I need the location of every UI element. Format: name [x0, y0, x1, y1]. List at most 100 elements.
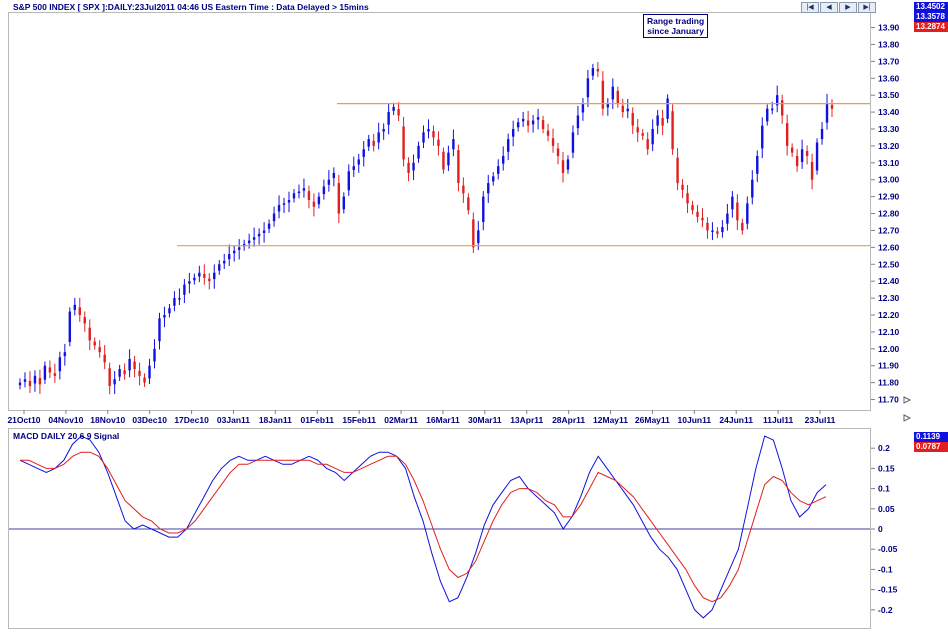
- candle: [297, 184, 301, 199]
- candle: [213, 264, 216, 289]
- macd-title: MACD DAILY 20 6 9 Signal: [13, 431, 120, 441]
- candle: [452, 129, 455, 157]
- candle: [576, 105, 580, 136]
- candle: [312, 193, 316, 217]
- candle: [676, 148, 679, 191]
- candle: [38, 369, 42, 394]
- prev-page-button[interactable]: ◀: [820, 2, 838, 13]
- macd-tick-label: 0: [878, 524, 883, 534]
- candle: [397, 102, 400, 122]
- date-tick-label: 03Dec10: [132, 415, 167, 425]
- candle: [751, 170, 754, 205]
- candle: [631, 107, 634, 134]
- candle: [357, 153, 360, 173]
- candle: [511, 120, 515, 147]
- candle: [536, 108, 540, 130]
- candle: [666, 94, 669, 124]
- macd-tick-label: -0.2: [878, 605, 893, 615]
- candle: [342, 192, 346, 214]
- price-tick-label: 13.00: [878, 175, 900, 185]
- candle: [237, 239, 241, 260]
- candle: [53, 363, 57, 383]
- candle: [63, 343, 67, 366]
- candle: [28, 371, 32, 393]
- candle: [815, 138, 819, 175]
- macd-badge-2: 0.0787: [914, 442, 948, 452]
- candle: [546, 123, 550, 142]
- candle: [462, 177, 465, 203]
- candle: [457, 144, 460, 192]
- macd-lines: [19, 435, 827, 619]
- candle: [148, 358, 151, 384]
- candle: [442, 147, 445, 174]
- date-tick-label: 28Apr11: [552, 415, 585, 425]
- candle: [183, 278, 186, 303]
- candle: [203, 264, 206, 285]
- price-axis: 13.90 13.80 13.70 13.60 13.50 13.40 13.30 13.20…: [871, 23, 900, 405]
- candle: [118, 364, 121, 381]
- candle: [482, 191, 485, 231]
- signal-line: [20, 451, 827, 603]
- candle: [68, 307, 72, 347]
- candle: [790, 143, 794, 157]
- candle: [447, 145, 450, 171]
- candle: [825, 93, 829, 130]
- macd-tick-label: -0.05: [878, 544, 898, 554]
- date-tick-label: 01Feb11: [300, 415, 334, 425]
- candle: [731, 191, 734, 218]
- first-page-button[interactable]: |◀: [801, 2, 819, 13]
- macd-tick-label: 0.05: [878, 504, 895, 514]
- candle: [437, 131, 440, 156]
- candle: [427, 119, 430, 139]
- candle: [596, 62, 600, 78]
- candle: [467, 193, 470, 215]
- candle: [262, 222, 266, 243]
- candle: [193, 273, 196, 285]
- date-tick-label: 02Mar11: [384, 415, 418, 425]
- candle: [352, 156, 355, 177]
- candle: [377, 122, 380, 150]
- macd-tick-label: 0.15: [878, 463, 895, 473]
- candle: [780, 94, 784, 124]
- candle: [636, 119, 639, 143]
- date-tick-label: 18Nov10: [90, 415, 125, 425]
- price-tick-label: 11.80: [878, 378, 899, 388]
- date-tick-label: 17Dec10: [174, 415, 209, 425]
- candle: [362, 140, 365, 167]
- price-badge-3: 13.2874: [914, 22, 948, 32]
- price-tick-label: 13.30: [878, 124, 900, 134]
- candle: [252, 227, 256, 247]
- date-tick-label: 11Jul11: [763, 415, 794, 425]
- scroll-right-icon[interactable]: [903, 414, 912, 422]
- candle: [322, 179, 326, 200]
- candle: [78, 297, 81, 322]
- candle: [287, 191, 291, 213]
- macd-tick-label: -0.15: [878, 585, 898, 595]
- candle: [746, 196, 749, 230]
- candle: [626, 99, 629, 119]
- candle: [18, 378, 22, 390]
- price-panel: [8, 12, 871, 411]
- candle: [347, 164, 350, 196]
- next-page-button[interactable]: ▶: [839, 2, 857, 13]
- date-tick-label: 04Nov10: [48, 415, 83, 425]
- candle: [272, 206, 276, 227]
- candle: [551, 128, 555, 153]
- candle: [701, 208, 704, 228]
- candle: [382, 123, 385, 140]
- date-tick-label: 12May11: [593, 415, 628, 425]
- candle: [820, 122, 824, 145]
- date-tick-label: 24Jun11: [719, 415, 753, 425]
- candle: [566, 155, 570, 174]
- candle: [367, 134, 370, 151]
- candle: [83, 311, 86, 332]
- candle: [402, 116, 405, 167]
- candle: [407, 157, 410, 182]
- candle: [307, 185, 311, 209]
- candle: [282, 197, 286, 213]
- price-tick-label: 12.90: [878, 192, 900, 202]
- candle: [33, 370, 37, 392]
- range-annotation: Range trading since January: [643, 14, 709, 38]
- last-page-button[interactable]: ▶|: [858, 2, 876, 13]
